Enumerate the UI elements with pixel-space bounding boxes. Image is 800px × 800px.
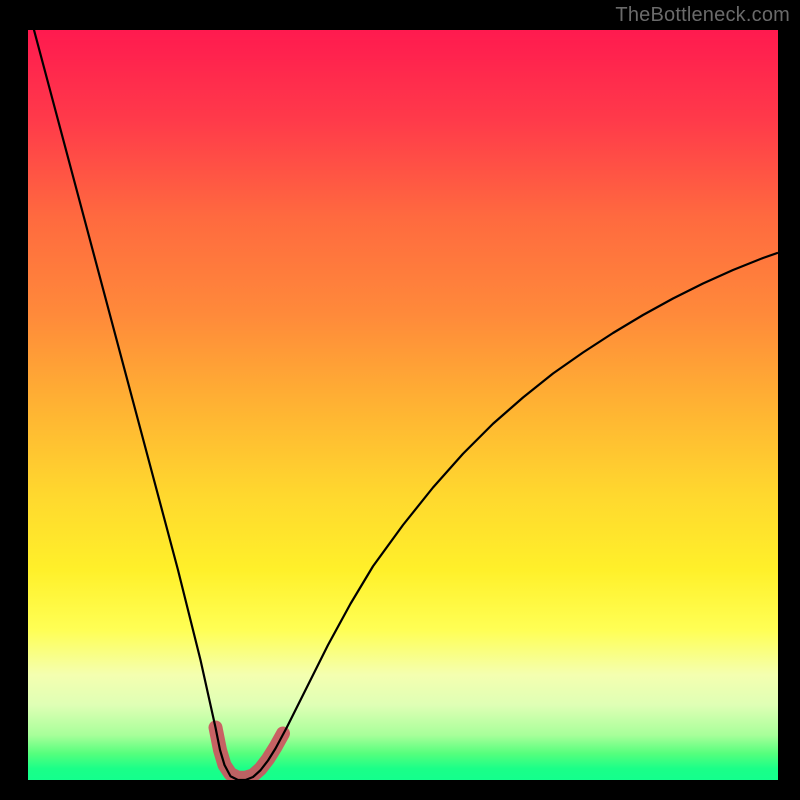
bottleneck-chart [0,0,800,800]
chart-container: TheBottleneck.com [0,0,800,800]
